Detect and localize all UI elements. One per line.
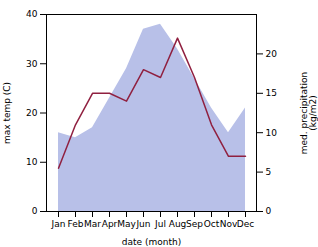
svg-text:Jun: Jun: [135, 219, 150, 229]
svg-text:15: 15: [266, 88, 277, 98]
svg-text:20: 20: [266, 49, 278, 59]
svg-text:20: 20: [26, 108, 38, 118]
svg-text:Nov: Nov: [220, 219, 238, 229]
svg-text:Sep: Sep: [186, 219, 203, 229]
svg-text:0: 0: [32, 206, 38, 216]
svg-text:Feb: Feb: [68, 219, 84, 229]
svg-text:10: 10: [26, 157, 38, 167]
svg-text:10: 10: [266, 128, 278, 138]
svg-text:med. precipitation(kg/m2): med. precipitation(kg/m2): [299, 72, 318, 154]
svg-text:30: 30: [26, 59, 38, 69]
svg-text:0: 0: [266, 206, 272, 216]
svg-text:Jul: Jul: [154, 219, 166, 229]
svg-text:Oct: Oct: [204, 219, 220, 229]
svg-text:max temp (C): max temp (C): [2, 82, 12, 144]
svg-text:May: May: [117, 219, 136, 229]
svg-text:Mar: Mar: [84, 219, 101, 229]
svg-text:5: 5: [266, 167, 272, 177]
svg-text:Dec: Dec: [237, 219, 254, 229]
svg-text:Aug: Aug: [169, 219, 187, 229]
svg-text:Apr: Apr: [102, 219, 118, 229]
svg-text:40: 40: [26, 9, 38, 19]
svg-text:date (month): date (month): [122, 237, 181, 247]
svg-text:Jan: Jan: [51, 219, 66, 229]
